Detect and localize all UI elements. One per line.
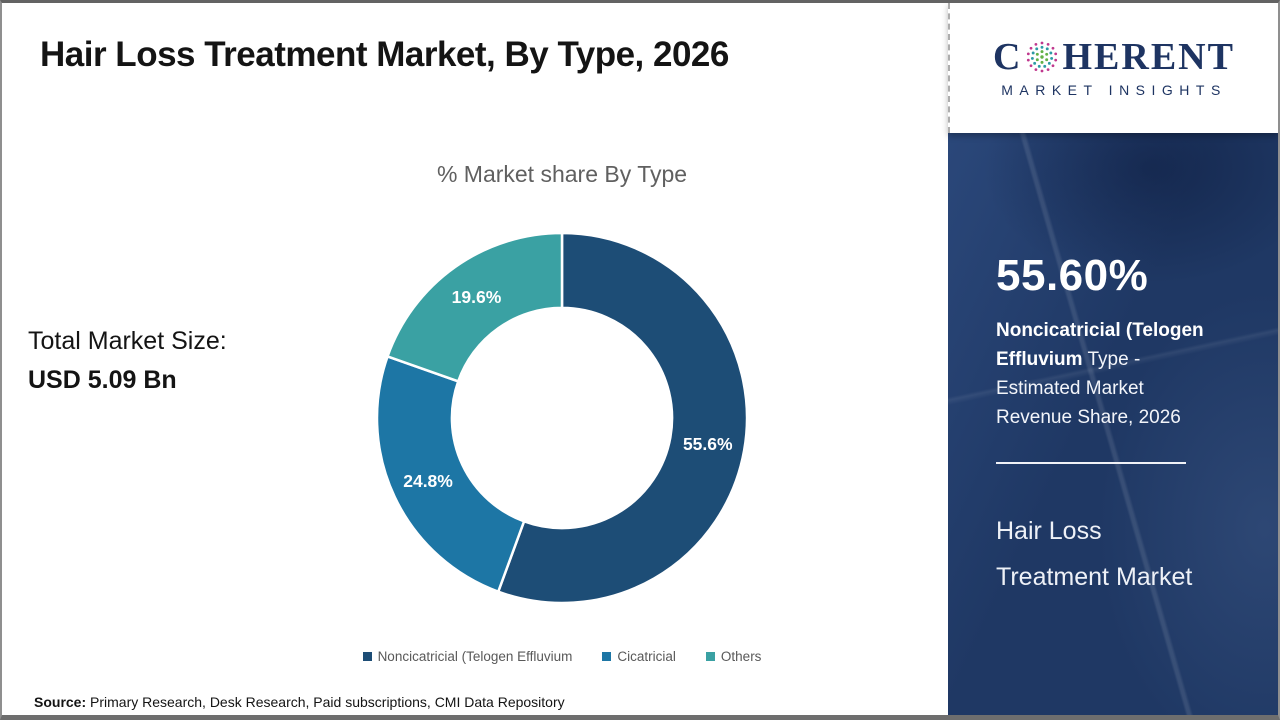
source-text: Primary Research, Desk Research, Paid su… <box>86 694 565 710</box>
brand-letter-c: C <box>993 36 1023 78</box>
donut-slice-label: 24.8% <box>403 471 453 491</box>
donut-chart-svg: 55.6% 24.8% 19.6% <box>375 231 749 605</box>
report-name-line2: Treatment Market <box>996 563 1193 591</box>
total-market-size-block: Total Market Size: USD 5.09 Bn <box>28 327 227 395</box>
brand-logo: C HERENT MARKET INSIGHTS <box>948 3 1278 133</box>
brand-subtitle: MARKET INSIGHTS <box>1001 82 1227 98</box>
stat-desc-bold: Noncicatricial (Telogen Effluvium <box>996 320 1204 370</box>
legend-item: Noncicatricial (Telogen Effluvium <box>362 649 573 664</box>
source-line: Source: Primary Research, Desk Research,… <box>34 694 565 710</box>
donut-slice <box>375 355 526 593</box>
headline-stat-value: 55.60% <box>996 251 1149 300</box>
report-name-line1: Hair Loss <box>996 517 1102 545</box>
stat-desc-rest: Type - Estimated Market Revenue Share, 2… <box>996 349 1181 428</box>
legend-item: Others <box>705 649 762 664</box>
total-market-size-label: Total Market Size: <box>28 327 227 355</box>
donut-slice <box>386 231 564 383</box>
donut-slice-label: 19.6% <box>452 287 502 307</box>
donut-slice-label: 55.6% <box>683 434 733 454</box>
donut-slice <box>496 231 749 605</box>
legend-swatch <box>362 652 372 661</box>
source-label: Source: <box>34 694 87 710</box>
legend-label: Cicatricial <box>617 649 676 664</box>
chart-title: % Market share By Type <box>436 161 688 187</box>
legend-label: Noncicatricial (Telogen Effluvium <box>377 649 573 664</box>
brand-wordmark: C HERENT <box>993 38 1235 76</box>
report-name: Hair Loss Treatment Market <box>996 508 1242 600</box>
legend-label: Others <box>720 649 762 664</box>
headline-stat-description: Noncicatricial (Telogen Effluvium Type -… <box>996 316 1224 432</box>
legend-item: Cicatricial <box>602 649 676 664</box>
chart-legend: Noncicatricial (Telogen Effluvium Cicatr… <box>142 649 982 664</box>
legend-swatch <box>705 652 715 661</box>
brand-letters-rest: HERENT <box>1062 36 1235 78</box>
sidebar-divider <box>996 462 1186 464</box>
total-market-size-value: USD 5.09 Bn <box>28 366 177 394</box>
highlight-sidebar: 55.60% Noncicatricial (Telogen Effluvium… <box>948 133 1278 715</box>
page-title: Hair Loss Treatment Market, By Type, 202… <box>40 35 729 74</box>
dotted-globe-icon <box>1027 41 1058 73</box>
legend-swatch <box>602 652 612 661</box>
donut-chart: 55.6% 24.8% 19.6% <box>362 218 762 618</box>
